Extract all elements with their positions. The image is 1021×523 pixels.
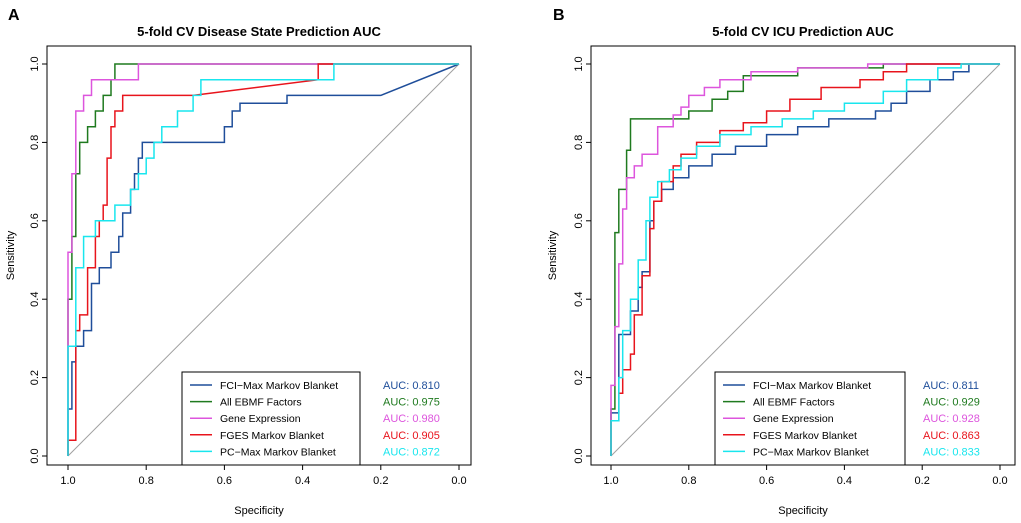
y-tick-label: 0.0 bbox=[29, 448, 41, 463]
x-tick-label: 0.0 bbox=[451, 475, 466, 487]
auc-value: AUC: 0.905 bbox=[383, 430, 440, 442]
series-line bbox=[67, 63, 459, 456]
x-tick-label: 0.4 bbox=[295, 475, 310, 487]
chart-title: 5-fold CV Disease State Prediction AUC bbox=[137, 24, 381, 39]
series-line bbox=[610, 63, 1000, 456]
legend-entry: All EBMF Factors bbox=[220, 397, 302, 409]
y-tick-label: 0.8 bbox=[573, 135, 585, 150]
chart-title: 5-fold CV ICU Prediction AUC bbox=[712, 24, 894, 39]
reference-diagonal bbox=[67, 63, 460, 457]
series-lines bbox=[610, 63, 1000, 456]
y-tick-label: 1.0 bbox=[29, 56, 41, 71]
legend: FCI−Max Markov Blanket All EBMF Factors Ge… bbox=[714, 371, 906, 466]
legend-entry: FGES Markov Blanket bbox=[753, 430, 857, 442]
legend-entry: FCI−Max Markov Blanket bbox=[220, 380, 338, 392]
series-line bbox=[67, 63, 460, 456]
auc-value: AUC: 0.975 bbox=[383, 397, 440, 409]
legend-entry: PC−Max Markov Blanket bbox=[753, 446, 869, 458]
y-tick-label: 0.4 bbox=[29, 292, 41, 307]
series-line bbox=[610, 63, 1000, 456]
legend-entry: Gene Expression bbox=[220, 413, 301, 425]
series-line bbox=[67, 63, 459, 456]
x-tick-label: 0.6 bbox=[217, 475, 232, 487]
y-tick-label: 0.6 bbox=[573, 213, 585, 228]
auc-value: AUC: 0.863 bbox=[923, 430, 980, 442]
auc-value: AUC: 0.980 bbox=[383, 413, 440, 425]
legend: FCI−Max Markov Blanket All EBMF Factors Ge… bbox=[181, 371, 361, 466]
x-tick-label: 0.4 bbox=[837, 475, 852, 487]
y-axis: 0.0 0.2 0.4 0.6 0.8 1.0 Sensitivity bbox=[5, 56, 47, 464]
x-tick-label: 0.2 bbox=[915, 475, 930, 487]
series-line bbox=[67, 63, 459, 456]
legend-entry: Gene Expression bbox=[753, 413, 834, 425]
auc-value: AUC: 0.811 bbox=[923, 380, 979, 392]
panel-A: A 5-fold CV Disease State Prediction AUC 1… bbox=[5, 7, 472, 517]
series-lines bbox=[67, 63, 460, 456]
y-tick-label: 0.8 bbox=[29, 135, 41, 150]
x-tick-label: 1.0 bbox=[60, 475, 75, 487]
auc-value: AUC: 0.833 bbox=[923, 446, 980, 458]
series-line bbox=[610, 63, 1000, 456]
reference-diagonal bbox=[610, 63, 1001, 457]
y-tick-label: 0.0 bbox=[573, 448, 585, 463]
y-axis: 0.0 0.2 0.4 0.6 0.8 1.0 Sensitivity bbox=[547, 56, 591, 464]
y-tick-label: 0.4 bbox=[573, 292, 585, 307]
legend-entry: FGES Markov Blanket bbox=[220, 430, 324, 442]
legend-entry: FCI−Max Markov Blanket bbox=[753, 380, 871, 392]
x-tick-label: 0.8 bbox=[139, 475, 154, 487]
y-axis-label: Sensitivity bbox=[5, 230, 17, 280]
auc-value: AUC: 0.810 bbox=[383, 380, 440, 392]
panel-label: A bbox=[8, 7, 20, 24]
legend-entry: PC−Max Markov Blanket bbox=[220, 446, 336, 458]
auc-value: AUC: 0.872 bbox=[383, 446, 440, 458]
x-axis-label: Specificity bbox=[234, 505, 284, 517]
x-axis: 1.0 0.8 0.6 0.4 0.2 0.0 Specificity bbox=[603, 465, 1008, 517]
y-tick-label: 0.6 bbox=[29, 213, 41, 228]
x-tick-label: 0.0 bbox=[992, 475, 1007, 487]
legend-box bbox=[714, 371, 906, 466]
panel-label: B bbox=[553, 7, 565, 24]
legend-entry: All EBMF Factors bbox=[753, 397, 835, 409]
x-tick-label: 1.0 bbox=[603, 475, 618, 487]
x-axis: 1.0 0.8 0.6 0.4 0.2 0.0 Specificity bbox=[60, 465, 467, 517]
y-tick-label: 0.2 bbox=[29, 370, 41, 385]
y-tick-label: 1.0 bbox=[573, 56, 585, 71]
auc-value: AUC: 0.928 bbox=[923, 413, 980, 425]
y-tick-label: 0.2 bbox=[573, 370, 585, 385]
x-tick-label: 0.2 bbox=[373, 475, 388, 487]
x-axis-label: Specificity bbox=[778, 505, 828, 517]
x-tick-label: 0.8 bbox=[681, 475, 696, 487]
auc-value: AUC: 0.929 bbox=[923, 397, 980, 409]
y-axis-label: Sensitivity bbox=[547, 230, 559, 280]
x-tick-label: 0.6 bbox=[759, 475, 774, 487]
